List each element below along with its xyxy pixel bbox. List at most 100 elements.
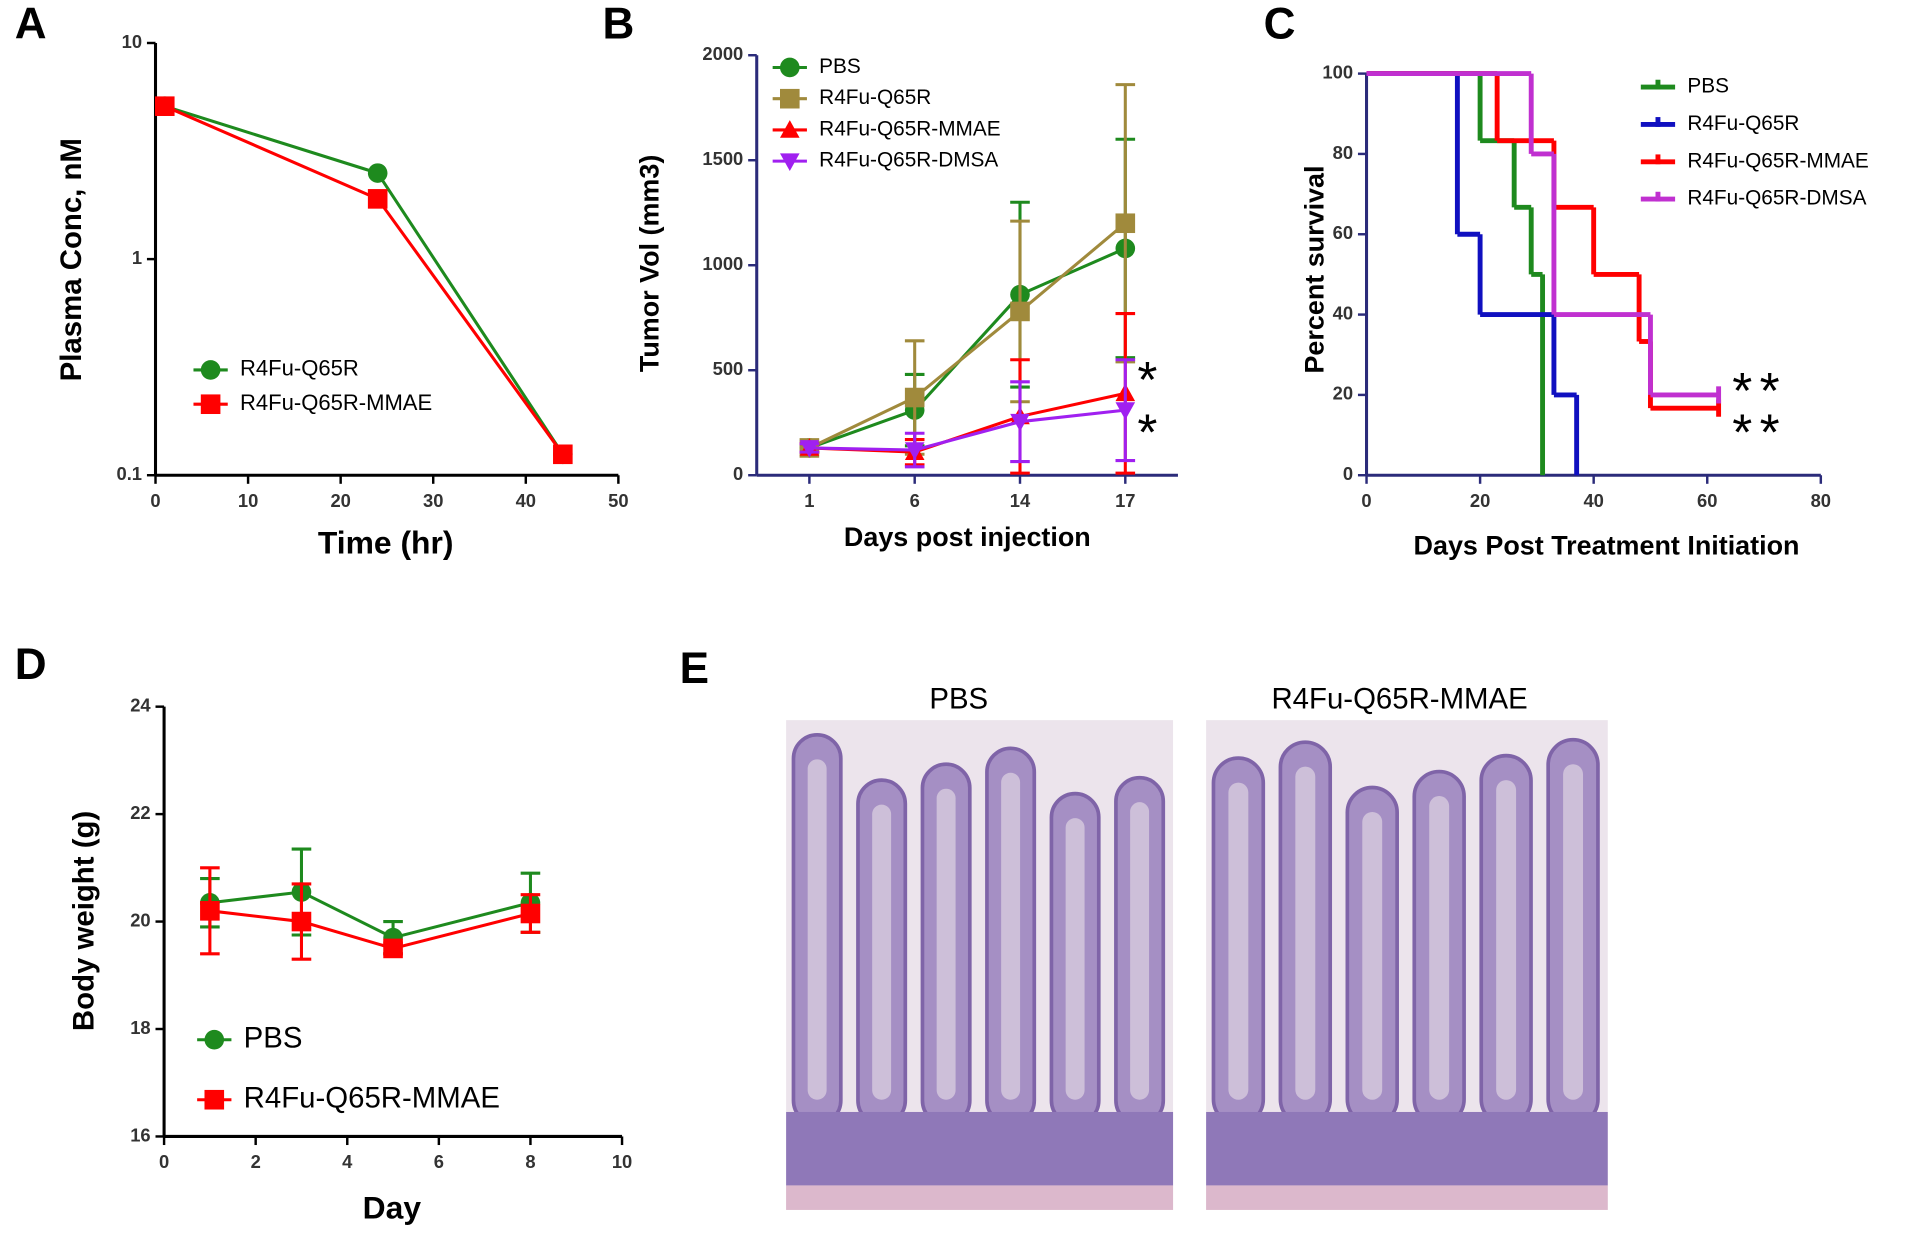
x-tick-label: 1 bbox=[804, 490, 814, 511]
legend-marker bbox=[780, 120, 800, 138]
legend-label: PBS bbox=[819, 55, 861, 78]
villus-core bbox=[872, 804, 892, 1100]
x-tick-label: 30 bbox=[423, 490, 443, 511]
x-tick-label: 17 bbox=[1115, 490, 1135, 511]
x-tick-label: 8 bbox=[525, 1151, 535, 1172]
marker bbox=[553, 444, 573, 465]
crypt-layer bbox=[786, 1111, 1174, 1186]
villus-core bbox=[1295, 766, 1316, 1100]
villus-core bbox=[1563, 764, 1584, 1100]
marker bbox=[1010, 413, 1030, 432]
legend-label: R4Fu-Q65R-MMAE bbox=[244, 1081, 500, 1114]
legend-marker bbox=[780, 153, 800, 171]
y-tick-label: 40 bbox=[1333, 302, 1353, 323]
x-axis-label: Day bbox=[363, 1189, 422, 1225]
x-tick-label: 40 bbox=[516, 490, 536, 511]
x-tick-label: 10 bbox=[238, 490, 258, 511]
x-axis-label: Days Post Treatment Initiation bbox=[1414, 531, 1800, 561]
series-line bbox=[808, 222, 1127, 450]
legend-marker bbox=[200, 394, 221, 415]
y-tick-label: 100 bbox=[1322, 61, 1353, 82]
legend-label: R4Fu-Q65R-MMAE bbox=[1687, 149, 1868, 172]
marker bbox=[200, 901, 220, 921]
x-tick-label: 6 bbox=[910, 490, 920, 511]
x-tick-label: 6 bbox=[434, 1151, 444, 1172]
series-line bbox=[808, 247, 1126, 450]
marker bbox=[1115, 213, 1136, 234]
villus-core bbox=[1496, 780, 1517, 1100]
y-tick-label: 16 bbox=[130, 1124, 150, 1145]
legend-label: R4Fu-Q65R-DMSA bbox=[1687, 187, 1866, 210]
legend-label: PBS bbox=[1687, 75, 1729, 98]
panel-letter: C bbox=[1264, 0, 1296, 49]
villus-core bbox=[1001, 772, 1021, 1100]
y-axis-label: Percent survival bbox=[1299, 166, 1329, 374]
y-tick-label: 22 bbox=[130, 802, 150, 823]
legend-label: R4Fu-Q65R-MMAE bbox=[819, 117, 1000, 140]
legend-label: PBS bbox=[244, 1021, 303, 1054]
series-line bbox=[209, 890, 531, 940]
marker bbox=[1010, 301, 1030, 322]
marker bbox=[154, 96, 175, 116]
villus-core bbox=[1130, 802, 1150, 1100]
y-tick-label: 10 bbox=[122, 31, 142, 52]
muscle-layer bbox=[786, 1185, 1174, 1210]
legend-marker bbox=[780, 88, 800, 109]
villus-core bbox=[807, 759, 827, 1100]
legend-label: R4Fu-Q65R-MMAE bbox=[240, 390, 432, 415]
marker bbox=[367, 189, 388, 209]
y-tick-label: 0.1 bbox=[117, 463, 143, 484]
marker bbox=[904, 442, 925, 460]
legend-marker bbox=[204, 1089, 225, 1110]
significance-mark: * bbox=[1137, 403, 1164, 461]
marker bbox=[291, 911, 312, 932]
x-tick-label: 60 bbox=[1697, 490, 1717, 511]
y-tick-label: 20 bbox=[1333, 383, 1353, 404]
legend-label: R4Fu-Q65R bbox=[819, 86, 931, 109]
x-tick-label: 2 bbox=[251, 1151, 261, 1172]
x-tick-label: 80 bbox=[1811, 490, 1831, 511]
y-tick-label: 24 bbox=[130, 695, 151, 716]
y-tick-label: 80 bbox=[1333, 142, 1353, 163]
villus-core bbox=[1065, 818, 1085, 1100]
marker bbox=[383, 938, 403, 959]
x-axis-label: Time (hr) bbox=[318, 524, 454, 560]
x-tick-label: 14 bbox=[1010, 490, 1031, 511]
x-tick-label: 20 bbox=[330, 490, 350, 511]
histology-images bbox=[786, 720, 1608, 1210]
villus-core bbox=[1362, 811, 1383, 1100]
crypt-layer bbox=[1206, 1111, 1608, 1186]
x-tick-label: 20 bbox=[1470, 490, 1490, 511]
y-axis-label: Body weight (g) bbox=[67, 811, 100, 1031]
y-tick-label: 60 bbox=[1333, 222, 1353, 243]
x-tick-label: 50 bbox=[608, 490, 628, 511]
x-tick-label: 10 bbox=[612, 1151, 632, 1172]
legend-marker bbox=[780, 57, 800, 78]
y-tick-label: 1500 bbox=[702, 148, 743, 169]
legend-label: R4Fu-Q65R bbox=[240, 356, 359, 381]
panel-letter: E bbox=[680, 644, 709, 693]
significance-mark: * bbox=[1137, 350, 1164, 408]
legend-marker bbox=[200, 360, 221, 380]
y-tick-label: 20 bbox=[130, 909, 150, 930]
image-label: PBS bbox=[929, 682, 988, 715]
marker bbox=[904, 387, 925, 408]
series-line bbox=[209, 909, 531, 951]
x-axis-label: Days post injection bbox=[844, 522, 1091, 552]
villus-core bbox=[1228, 782, 1249, 1100]
muscle-layer bbox=[1206, 1185, 1608, 1210]
legend-marker bbox=[204, 1029, 225, 1050]
series-line bbox=[809, 391, 1126, 454]
marker bbox=[1115, 402, 1136, 420]
panel-letter: D bbox=[15, 640, 47, 689]
y-tick-label: 18 bbox=[130, 1017, 150, 1038]
x-tick-label: 0 bbox=[1361, 490, 1371, 511]
villus-core bbox=[936, 788, 956, 1100]
y-axis-label: Plasma Conc, nM bbox=[55, 138, 88, 381]
panel-letter: B bbox=[602, 0, 634, 49]
y-tick-label: 1000 bbox=[702, 253, 743, 274]
significance-mark: ** bbox=[1732, 403, 1787, 461]
significance-mark: ** bbox=[1732, 361, 1787, 419]
y-axis-label: Tumor Vol (mm3) bbox=[635, 155, 665, 372]
